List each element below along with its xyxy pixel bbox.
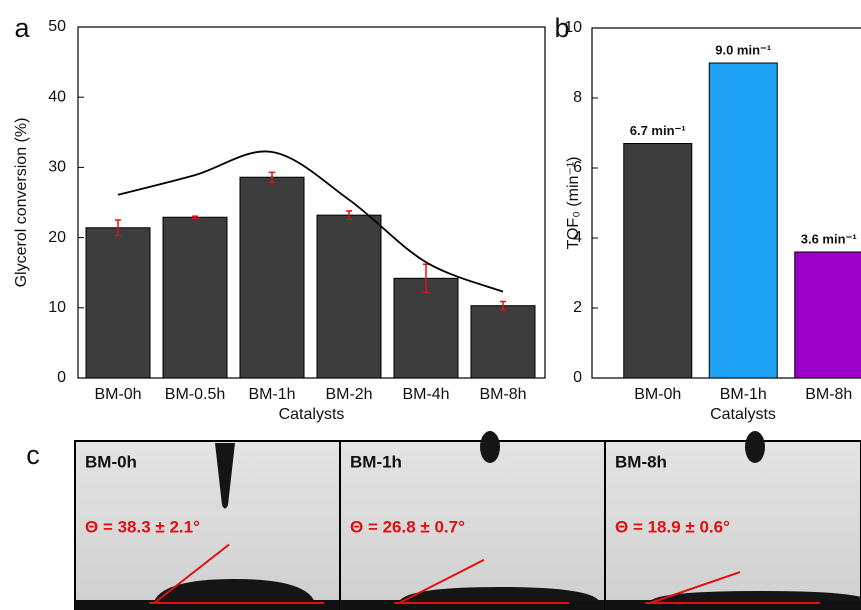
substrate xyxy=(605,600,861,610)
bar xyxy=(623,143,693,379)
y-tick-label: 2 xyxy=(573,299,582,316)
y-tick-label: 50 xyxy=(48,18,66,35)
bar xyxy=(239,176,305,379)
x-tick-label: BM-0.5h xyxy=(165,386,225,403)
bar xyxy=(316,214,382,379)
contact-angle-images: BM-0h Θ = 38.3 ± 2.1° BM-1h Θ = 26.8 ± 0.7°… xyxy=(74,431,861,610)
y-tick-label: 40 xyxy=(48,88,66,105)
bar xyxy=(794,251,861,379)
droplet xyxy=(650,591,861,601)
x-axis-title: Catalysts xyxy=(710,406,776,423)
y-tick-label: 10 xyxy=(48,299,66,316)
photo xyxy=(604,440,861,610)
needle xyxy=(745,431,765,463)
tangent xyxy=(153,543,230,604)
panel-label: c xyxy=(26,440,40,470)
x-tick-label: BM-4h xyxy=(402,386,449,403)
photo-title: BM-0h xyxy=(85,452,137,471)
y-tick-label: 0 xyxy=(573,369,582,386)
y-tick-label: 8 xyxy=(573,89,582,106)
x-tick-label: BM-1h xyxy=(720,386,767,403)
x-axis-title: Catalysts xyxy=(279,406,345,423)
value-label: 9.0 min⁻¹ xyxy=(715,42,771,57)
angle-label: Θ = 38.3 ± 2.1° xyxy=(85,517,200,536)
photo xyxy=(339,440,606,610)
x-tick-label: BM-0h xyxy=(634,386,681,403)
y-tick-label: 20 xyxy=(48,229,66,246)
tangent xyxy=(649,571,741,604)
substrate xyxy=(340,600,605,610)
bar xyxy=(708,62,778,379)
y-tick-label: 0 xyxy=(57,369,66,386)
x-tick-label: BM-8h xyxy=(805,386,852,403)
y-axis-title: TOF₀ (min⁻¹) xyxy=(565,157,582,250)
y-tick-label: 10 xyxy=(564,19,582,36)
photo-title: BM-8h xyxy=(615,452,667,471)
angle-label: Θ = 18.9 ± 0.6° xyxy=(615,517,730,536)
panel-label: a xyxy=(14,13,30,43)
bar xyxy=(470,305,536,379)
trend-line xyxy=(117,150,504,293)
x-tick-label: BM-0h xyxy=(94,386,141,403)
needle xyxy=(480,431,500,463)
y-axis-title: Glycerol conversion (%) xyxy=(13,118,30,288)
droplet xyxy=(154,579,315,601)
droplet xyxy=(399,587,600,601)
x-tick-label: BM-1h xyxy=(248,386,295,403)
plot-frame xyxy=(77,26,546,379)
bar xyxy=(393,277,459,379)
bar xyxy=(162,216,228,379)
panel-label: b xyxy=(554,13,569,43)
photo-title: BM-1h xyxy=(350,452,402,471)
bar xyxy=(85,227,151,379)
x-tick-label: BM-8h xyxy=(479,386,526,403)
x-tick-label: BM-2h xyxy=(325,386,372,403)
angle-label: Θ = 26.8 ± 0.7° xyxy=(350,517,465,536)
y-tick-label: 4 xyxy=(573,229,582,246)
y-tick-label: 30 xyxy=(48,159,66,176)
substrate xyxy=(75,600,340,610)
value-label: 6.7 min⁻¹ xyxy=(630,123,686,138)
tangent xyxy=(398,558,485,604)
needle xyxy=(215,443,235,509)
value-label: 3.6 min⁻¹ xyxy=(801,231,857,246)
y-tick-label: 6 xyxy=(573,159,582,176)
